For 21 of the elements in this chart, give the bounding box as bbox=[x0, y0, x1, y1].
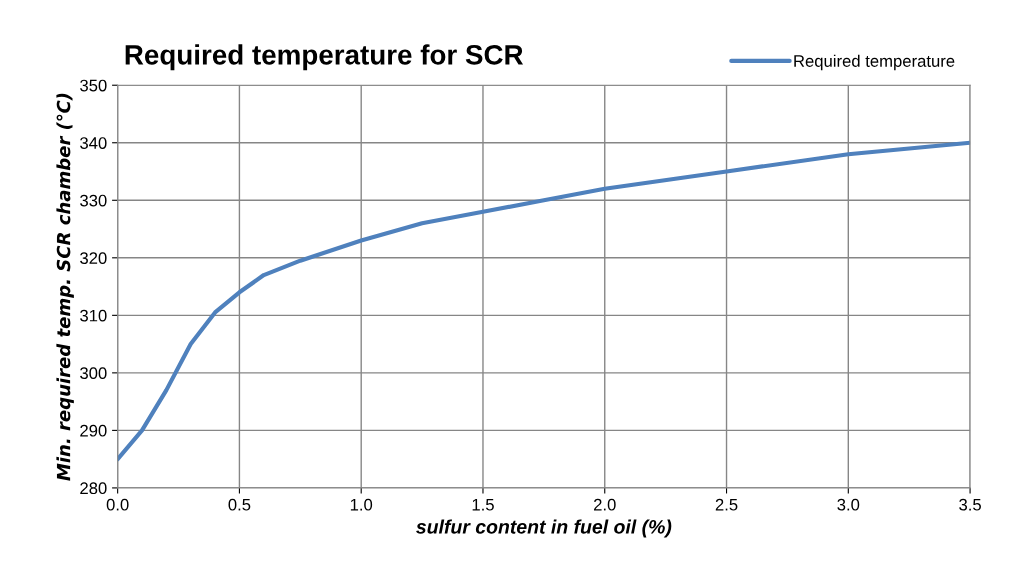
y-tick-label: 330 bbox=[80, 194, 107, 207]
x-tick-label: 3.0 bbox=[837, 498, 860, 511]
x-axis-title: sulfur content in fuel oil (%) bbox=[416, 519, 672, 538]
y-tick-label: 280 bbox=[80, 482, 107, 495]
x-tick-label: 0.5 bbox=[228, 498, 251, 511]
line-series bbox=[117, 140, 971, 462]
y-axis-title: Min. required temp. SCR chamber (℃) bbox=[56, 93, 74, 481]
x-tick-label: 2.5 bbox=[715, 498, 738, 511]
y-tick-label: 320 bbox=[80, 252, 107, 265]
x-tick-label: 2.0 bbox=[594, 498, 616, 511]
y-tick-label: 300 bbox=[80, 367, 107, 380]
y-tick-label: 310 bbox=[80, 309, 107, 322]
x-tick-label: 1.5 bbox=[472, 498, 494, 511]
y-tick-label: 350 bbox=[80, 79, 107, 92]
x-tick-label: 3.5 bbox=[959, 498, 981, 511]
y-tick-label: 290 bbox=[80, 424, 107, 437]
x-tick-label: 1.0 bbox=[350, 498, 373, 511]
legend-label: Required temperature bbox=[794, 54, 955, 71]
x-tick-label: 0.0 bbox=[106, 498, 129, 511]
chart-title: Required temperature for SCR bbox=[125, 44, 524, 71]
y-tick-label: 340 bbox=[80, 137, 107, 149]
